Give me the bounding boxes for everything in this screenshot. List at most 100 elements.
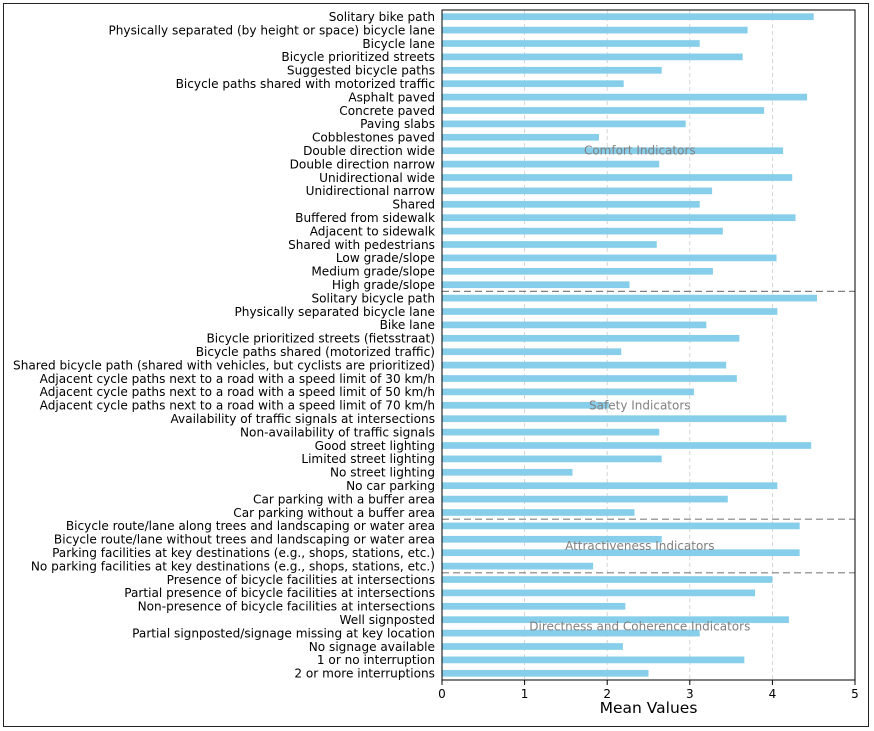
category-label: Bike lane (380, 318, 435, 332)
x-tick-label: 0 (438, 687, 446, 701)
bar (442, 616, 789, 624)
x-tick-label: 5 (851, 687, 859, 701)
category-label: Bicycle paths shared with motorized traf… (176, 77, 435, 91)
category-label: Adjacent cycle paths next to a road with… (40, 372, 435, 386)
bar (442, 147, 784, 155)
bar (442, 66, 662, 74)
x-tick-label: 1 (521, 687, 529, 701)
bar (442, 174, 793, 181)
bar (442, 656, 745, 664)
category-label: Well signposted (340, 613, 436, 627)
category-label: Car parking with a buffer area (253, 492, 435, 506)
bar (442, 348, 622, 356)
bar (442, 388, 694, 396)
bar (442, 308, 778, 315)
group-label: Directness and Coherence Indicators (529, 619, 750, 633)
group-label: Comfort Indicators (584, 144, 696, 158)
category-label: Shared with pedestrians (288, 238, 435, 252)
bar (442, 133, 599, 141)
bar (442, 187, 713, 195)
category-label: Paving slabs (360, 117, 435, 131)
category-label: Physically separated bicycle lane (235, 305, 436, 319)
bar (442, 214, 796, 222)
category-label: Unidirectional wide (319, 171, 435, 185)
bar (442, 40, 700, 47)
category-label: Availability of traffic signals at inter… (170, 412, 435, 426)
category-label: No car parking (346, 479, 435, 493)
bar (442, 321, 707, 329)
category-label: Asphalt paved (348, 90, 435, 104)
category-label: Bicycle lane (362, 37, 435, 51)
category-label: No street lighting (330, 466, 435, 480)
category-label: Double direction wide (303, 144, 435, 158)
category-label: Bicycle prioritized streets (fietsstraat… (206, 332, 435, 346)
category-label: Bicycle route/lane without trees and lan… (54, 533, 435, 547)
bar (442, 13, 814, 21)
category-label: 2 or more interruptions (294, 667, 435, 681)
category-label: Solitary bike path (329, 10, 435, 24)
category-label: Shared bicycle path (shared with vehicle… (13, 358, 435, 372)
category-label: Adjacent cycle paths next to a road with… (40, 399, 435, 413)
bar (442, 241, 657, 248)
bar (442, 227, 723, 235)
category-label: Partial signposted/signage missing at ke… (132, 626, 435, 640)
bar (442, 267, 713, 275)
category-label: Suggested bicycle paths (287, 64, 435, 78)
bar (442, 468, 573, 476)
bar (442, 120, 686, 128)
bar (442, 629, 700, 637)
bar (442, 576, 773, 583)
x-tick-label: 4 (769, 687, 777, 701)
category-label: Car parking without a buffer area (233, 506, 435, 520)
category-label: Concrete paved (339, 104, 435, 118)
bar (442, 375, 737, 382)
bar (442, 522, 800, 530)
bar (442, 643, 623, 650)
category-label: Bicycle paths shared (motorized traffic) (196, 345, 435, 359)
x-axis-title: Mean Values (600, 699, 698, 717)
category-label: Limited street lighting (301, 452, 435, 466)
category-label: Bicycle route/lane along trees and lands… (66, 519, 435, 533)
bar (442, 562, 594, 570)
category-label: Partial presence of bicycle facilities a… (124, 586, 435, 600)
bar (442, 428, 660, 436)
bar (442, 160, 660, 168)
category-label: Presence of bicycle facilities at inters… (167, 573, 435, 587)
bar (442, 281, 630, 289)
category-label: Shared (392, 198, 435, 212)
bar (442, 589, 756, 597)
category-label: Solitary bicycle path (311, 291, 435, 305)
category-label: Buffered from sidewalk (295, 211, 435, 225)
x-tick-label: 2 (603, 687, 611, 701)
category-label: High grade/slope (332, 278, 435, 292)
bars (442, 13, 818, 677)
bar (442, 294, 818, 302)
category-label: Bicycle prioritized streets (281, 50, 435, 64)
bar (442, 442, 812, 449)
category-label: Non-availability of traffic signals (240, 425, 435, 439)
group-label: Safety Indicators (589, 398, 690, 412)
bar (442, 401, 609, 409)
category-label: No signage available (309, 640, 435, 654)
bar (442, 107, 765, 114)
category-label: No parking facilities at key destination… (31, 559, 435, 573)
bar (442, 200, 700, 208)
category-label: Good street lighting (315, 439, 435, 453)
bar (442, 509, 635, 516)
group-labels: Comfort Indicators Safety Indicators Attra… (529, 144, 750, 634)
bar (442, 26, 748, 34)
bar (442, 361, 727, 369)
bar (442, 53, 743, 61)
x-axis-ticks: 0 1 2 3 4 5 (438, 680, 859, 701)
group-label: Attractiveness Indicators (565, 539, 714, 553)
bar (442, 602, 626, 610)
x-tick-label: 3 (686, 687, 694, 701)
bar (442, 80, 624, 88)
category-label: Cobblestones paved (312, 131, 435, 145)
category-label: Adjacent to sidewalk (310, 224, 435, 238)
bar (442, 549, 800, 557)
category-label: Physically separated (by height or space… (108, 23, 435, 37)
category-label: Non-presence of bicycle facilities at in… (138, 600, 435, 614)
bar (442, 415, 787, 423)
